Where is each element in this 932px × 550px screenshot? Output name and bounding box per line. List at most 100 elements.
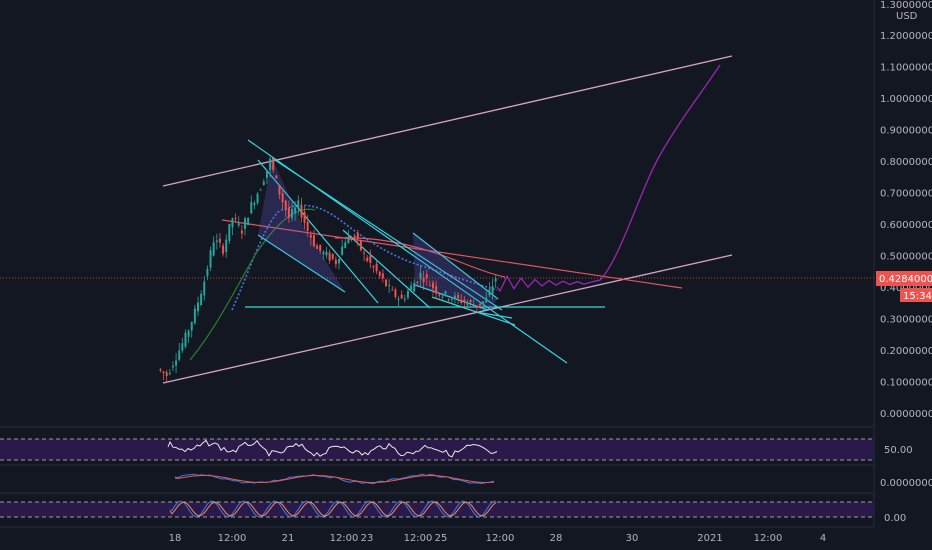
candle-body bbox=[209, 250, 212, 268]
candle-body bbox=[385, 279, 388, 286]
candle-body bbox=[479, 303, 482, 306]
candle-body bbox=[460, 299, 463, 303]
channel-lower-line[interactable] bbox=[162, 254, 733, 384]
candle-body bbox=[344, 242, 347, 248]
projection-path[interactable] bbox=[496, 64, 721, 293]
candle-body bbox=[453, 295, 456, 300]
current-price-badge bbox=[876, 271, 932, 286]
candle-body bbox=[441, 296, 444, 298]
red-trendline[interactable] bbox=[221, 219, 683, 289]
candle-body bbox=[218, 238, 221, 243]
candle-body bbox=[240, 230, 243, 234]
time-axis[interactable]: 18 12:00 21 12:00 23 12:00 25 12:00 28 30 2021 12:0… bbox=[169, 533, 827, 544]
cyan-pattern[interactable] bbox=[245, 139, 605, 364]
moving-average-blue bbox=[231, 204, 498, 311]
candle-body bbox=[294, 207, 297, 214]
candle-body bbox=[306, 221, 309, 231]
stoch-k-line bbox=[169, 500, 497, 518]
candle-body bbox=[469, 300, 472, 302]
time-tick-label: 4 bbox=[820, 533, 826, 544]
candle-body bbox=[262, 181, 265, 186]
candle-body bbox=[159, 368, 162, 371]
candle-body bbox=[450, 299, 453, 301]
candle-body bbox=[181, 343, 184, 351]
candle-body bbox=[222, 245, 225, 254]
currency-label: USD bbox=[896, 11, 918, 22]
candle-body bbox=[378, 271, 381, 276]
candle-body bbox=[366, 257, 369, 262]
candle-body bbox=[328, 252, 331, 261]
candle-body bbox=[175, 360, 178, 366]
candle-body bbox=[215, 240, 218, 242]
time-tick-label: 12:00 bbox=[404, 533, 433, 544]
candle-body bbox=[491, 285, 494, 295]
candle-body bbox=[193, 308, 196, 324]
candle-body bbox=[331, 253, 334, 260]
candle-body bbox=[165, 372, 168, 377]
time-tick-label: 12:00 bbox=[486, 533, 515, 544]
candle-body bbox=[197, 302, 200, 312]
stoch-axis-label: 0.00 bbox=[884, 513, 906, 524]
candle-body bbox=[363, 252, 366, 254]
candle-body bbox=[234, 218, 237, 220]
candle-body bbox=[400, 294, 403, 299]
candle-body bbox=[488, 289, 491, 296]
macd-signal-line bbox=[174, 474, 495, 484]
candle-body bbox=[309, 234, 312, 238]
candle-body bbox=[338, 258, 341, 264]
time-tick-label: 25 bbox=[435, 533, 448, 544]
candle-body bbox=[259, 189, 262, 191]
time-tick-label: 12:00 bbox=[330, 533, 359, 544]
candle-body bbox=[187, 330, 190, 337]
candle-body bbox=[347, 236, 350, 244]
candle-body bbox=[225, 239, 228, 252]
candle-body bbox=[190, 322, 193, 331]
candle-body bbox=[334, 259, 337, 265]
candle-body bbox=[416, 281, 419, 283]
time-tick-label: 12:00 bbox=[754, 533, 783, 544]
candle-body bbox=[278, 184, 281, 195]
candle-body bbox=[422, 277, 425, 283]
candle-body bbox=[463, 299, 466, 303]
pattern-fill bbox=[413, 233, 498, 310]
candle-body bbox=[206, 268, 209, 277]
candle-body bbox=[291, 209, 294, 219]
candle-body bbox=[391, 289, 394, 291]
channel-upper-line[interactable] bbox=[162, 55, 733, 187]
candle-body bbox=[171, 365, 174, 368]
candle-body bbox=[475, 305, 478, 308]
candle-body bbox=[256, 193, 259, 203]
time-tick-label: 2021 bbox=[697, 533, 722, 544]
time-tick-label: 30 bbox=[626, 533, 639, 544]
candle-body bbox=[410, 285, 413, 291]
candle-body bbox=[319, 244, 322, 252]
candle-body bbox=[265, 170, 268, 179]
stoch-band bbox=[0, 502, 874, 517]
candle-body bbox=[428, 285, 431, 287]
candle-body bbox=[466, 302, 469, 306]
candle-body bbox=[203, 281, 206, 296]
countdown-value: 15:34 bbox=[903, 291, 932, 302]
candle-body bbox=[353, 235, 356, 237]
candle-body bbox=[444, 291, 447, 295]
candle-body bbox=[316, 245, 319, 249]
candle-body bbox=[369, 255, 372, 263]
time-tick-label: 21 bbox=[282, 533, 295, 544]
time-tick-label: 23 bbox=[361, 533, 374, 544]
candle-body bbox=[281, 193, 284, 203]
candle-body bbox=[272, 158, 275, 171]
candle-body bbox=[297, 200, 300, 209]
countdown-badge bbox=[900, 288, 932, 302]
moving-average-red bbox=[334, 237, 506, 278]
candle-body bbox=[482, 301, 485, 305]
candle-body bbox=[322, 251, 325, 255]
candle-body bbox=[237, 223, 240, 226]
